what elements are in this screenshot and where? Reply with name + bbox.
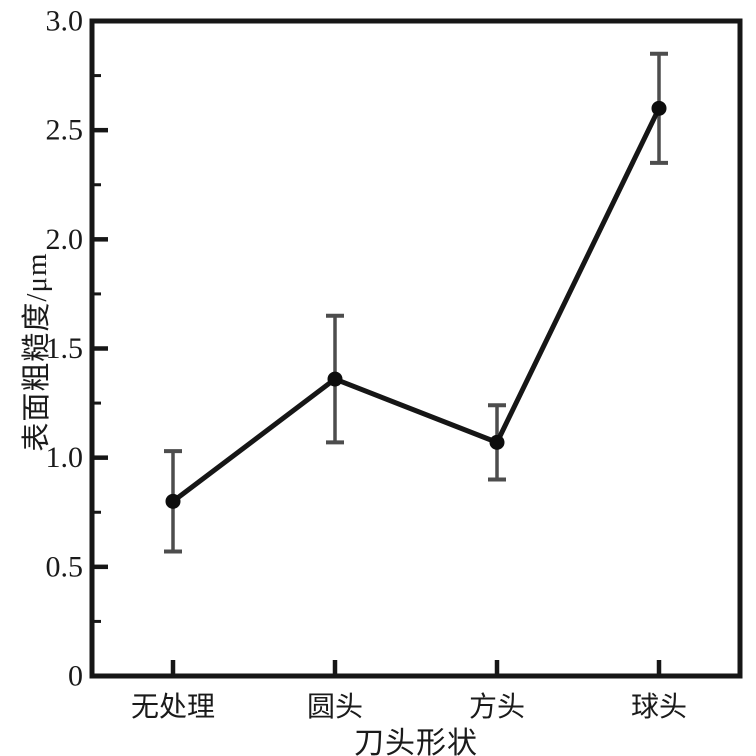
plot-frame [89,18,743,679]
x-tick-label: 球头 [631,691,687,723]
x-tick-label: 无处理 [131,691,215,723]
y-axis-title: 表面粗糙度/μm [21,252,53,452]
data-point [327,371,343,387]
data-point [489,434,505,450]
y-tick-label: 2.5 [46,114,84,147]
data-point [165,493,181,509]
y-tick-label: 3.0 [46,5,84,38]
y-tick-label: 2.0 [46,223,84,256]
data-line [170,105,662,504]
x-axis-title: 刀头形状 [354,727,478,756]
y-tick-label: 0 [68,660,83,693]
y-tick-label: 1.0 [46,441,84,474]
x-tick-label: 方头 [469,691,525,723]
data-point [651,100,667,116]
y-tick-label: 0.5 [46,550,84,583]
y-tick-label: 1.5 [46,332,84,365]
x-tick-label: 圆头 [307,691,363,723]
